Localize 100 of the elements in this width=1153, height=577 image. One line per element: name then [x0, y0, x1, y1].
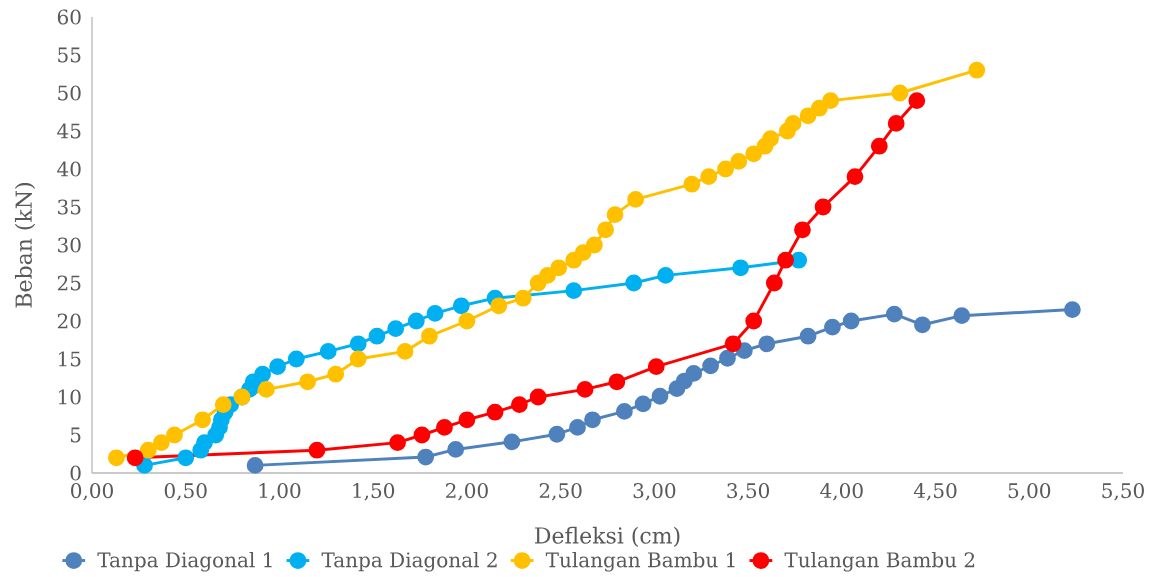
legend-label: Tulangan Bambu 2	[784, 551, 975, 572]
point	[452, 297, 470, 315]
point	[685, 365, 703, 382]
point	[548, 425, 566, 443]
y-tick-label: 50	[58, 85, 81, 101]
point	[327, 365, 345, 383]
point	[700, 168, 718, 185]
point	[615, 403, 633, 420]
point	[387, 320, 405, 337]
point	[799, 327, 817, 345]
legend-label: Tanpa Diagonal 1	[97, 551, 272, 572]
point	[308, 441, 326, 459]
y-tick-label: 5	[70, 427, 81, 443]
point	[107, 449, 125, 467]
y-axis-title: Beban (kN)	[14, 183, 36, 308]
point	[790, 251, 808, 269]
x-tick-label: 3,00	[633, 483, 676, 501]
point	[597, 221, 615, 239]
x-tick-label: 0,00	[71, 483, 113, 501]
point	[287, 350, 305, 368]
point	[814, 198, 832, 216]
point	[634, 395, 652, 413]
point	[1063, 301, 1081, 318]
point	[719, 349, 736, 367]
point	[421, 327, 438, 345]
legend-label: Tulangan Bambu 1	[545, 551, 735, 572]
point	[126, 449, 144, 467]
point	[514, 289, 532, 307]
point	[657, 266, 675, 284]
point	[426, 304, 444, 322]
point	[953, 307, 971, 325]
y-tick-label: 60	[57, 9, 81, 25]
point	[842, 312, 860, 330]
point	[647, 358, 665, 375]
x-tick-label: 0,50	[164, 483, 207, 501]
point	[745, 312, 763, 330]
point	[196, 434, 213, 451]
point	[799, 107, 817, 125]
point	[724, 335, 742, 353]
point	[765, 274, 783, 292]
point	[539, 266, 556, 284]
y-tick-label: 0	[70, 465, 81, 481]
x-tick-label: 3,50	[727, 483, 770, 501]
point	[576, 380, 594, 398]
point	[407, 312, 425, 330]
point	[824, 318, 841, 336]
point	[299, 373, 316, 391]
y-tick-label: 25	[57, 275, 81, 291]
point	[730, 152, 748, 170]
point	[458, 411, 476, 429]
point	[349, 350, 367, 368]
point	[257, 380, 275, 398]
point	[269, 358, 286, 375]
point	[550, 259, 568, 277]
point	[968, 61, 986, 79]
point	[349, 335, 367, 353]
x-tick-label: 2,00	[446, 483, 488, 501]
point	[529, 388, 547, 406]
y-tick-label: 15	[58, 351, 81, 367]
point	[574, 244, 592, 261]
point	[254, 365, 271, 383]
point	[177, 449, 195, 467]
point	[608, 373, 626, 391]
point	[246, 456, 264, 474]
point	[447, 441, 465, 458]
point	[585, 236, 603, 254]
point	[417, 448, 435, 466]
point	[822, 92, 839, 109]
y-tick-label: 45	[57, 123, 81, 139]
y-tick-label: 20	[57, 313, 81, 329]
point	[627, 190, 645, 208]
point	[885, 305, 903, 323]
point	[810, 99, 828, 117]
y-tick-label: 55	[58, 47, 81, 63]
point	[745, 145, 763, 163]
point	[511, 396, 528, 413]
point	[166, 426, 183, 444]
point	[891, 84, 909, 102]
point	[490, 297, 508, 315]
point	[569, 418, 586, 436]
point	[503, 433, 521, 451]
x-tick-label: 2,50	[539, 483, 582, 501]
point	[389, 434, 406, 451]
x-tick-label: 1,00	[259, 483, 301, 501]
x-tick-label: 4,00	[820, 483, 863, 501]
x-tick-label: 5,00	[1008, 483, 1051, 501]
point	[413, 426, 431, 444]
x-tick-label: 4,50	[913, 483, 957, 501]
point	[846, 168, 864, 185]
point	[584, 411, 601, 429]
y-tick-label: 40	[57, 161, 81, 177]
point	[651, 387, 669, 405]
point	[762, 130, 779, 147]
point	[735, 342, 753, 360]
point	[870, 137, 888, 155]
point	[794, 221, 811, 239]
point	[152, 434, 170, 451]
point	[486, 403, 504, 421]
y-tick-label: 30	[58, 237, 81, 253]
legend-label: Tanpa Diagonal 2	[321, 551, 497, 572]
